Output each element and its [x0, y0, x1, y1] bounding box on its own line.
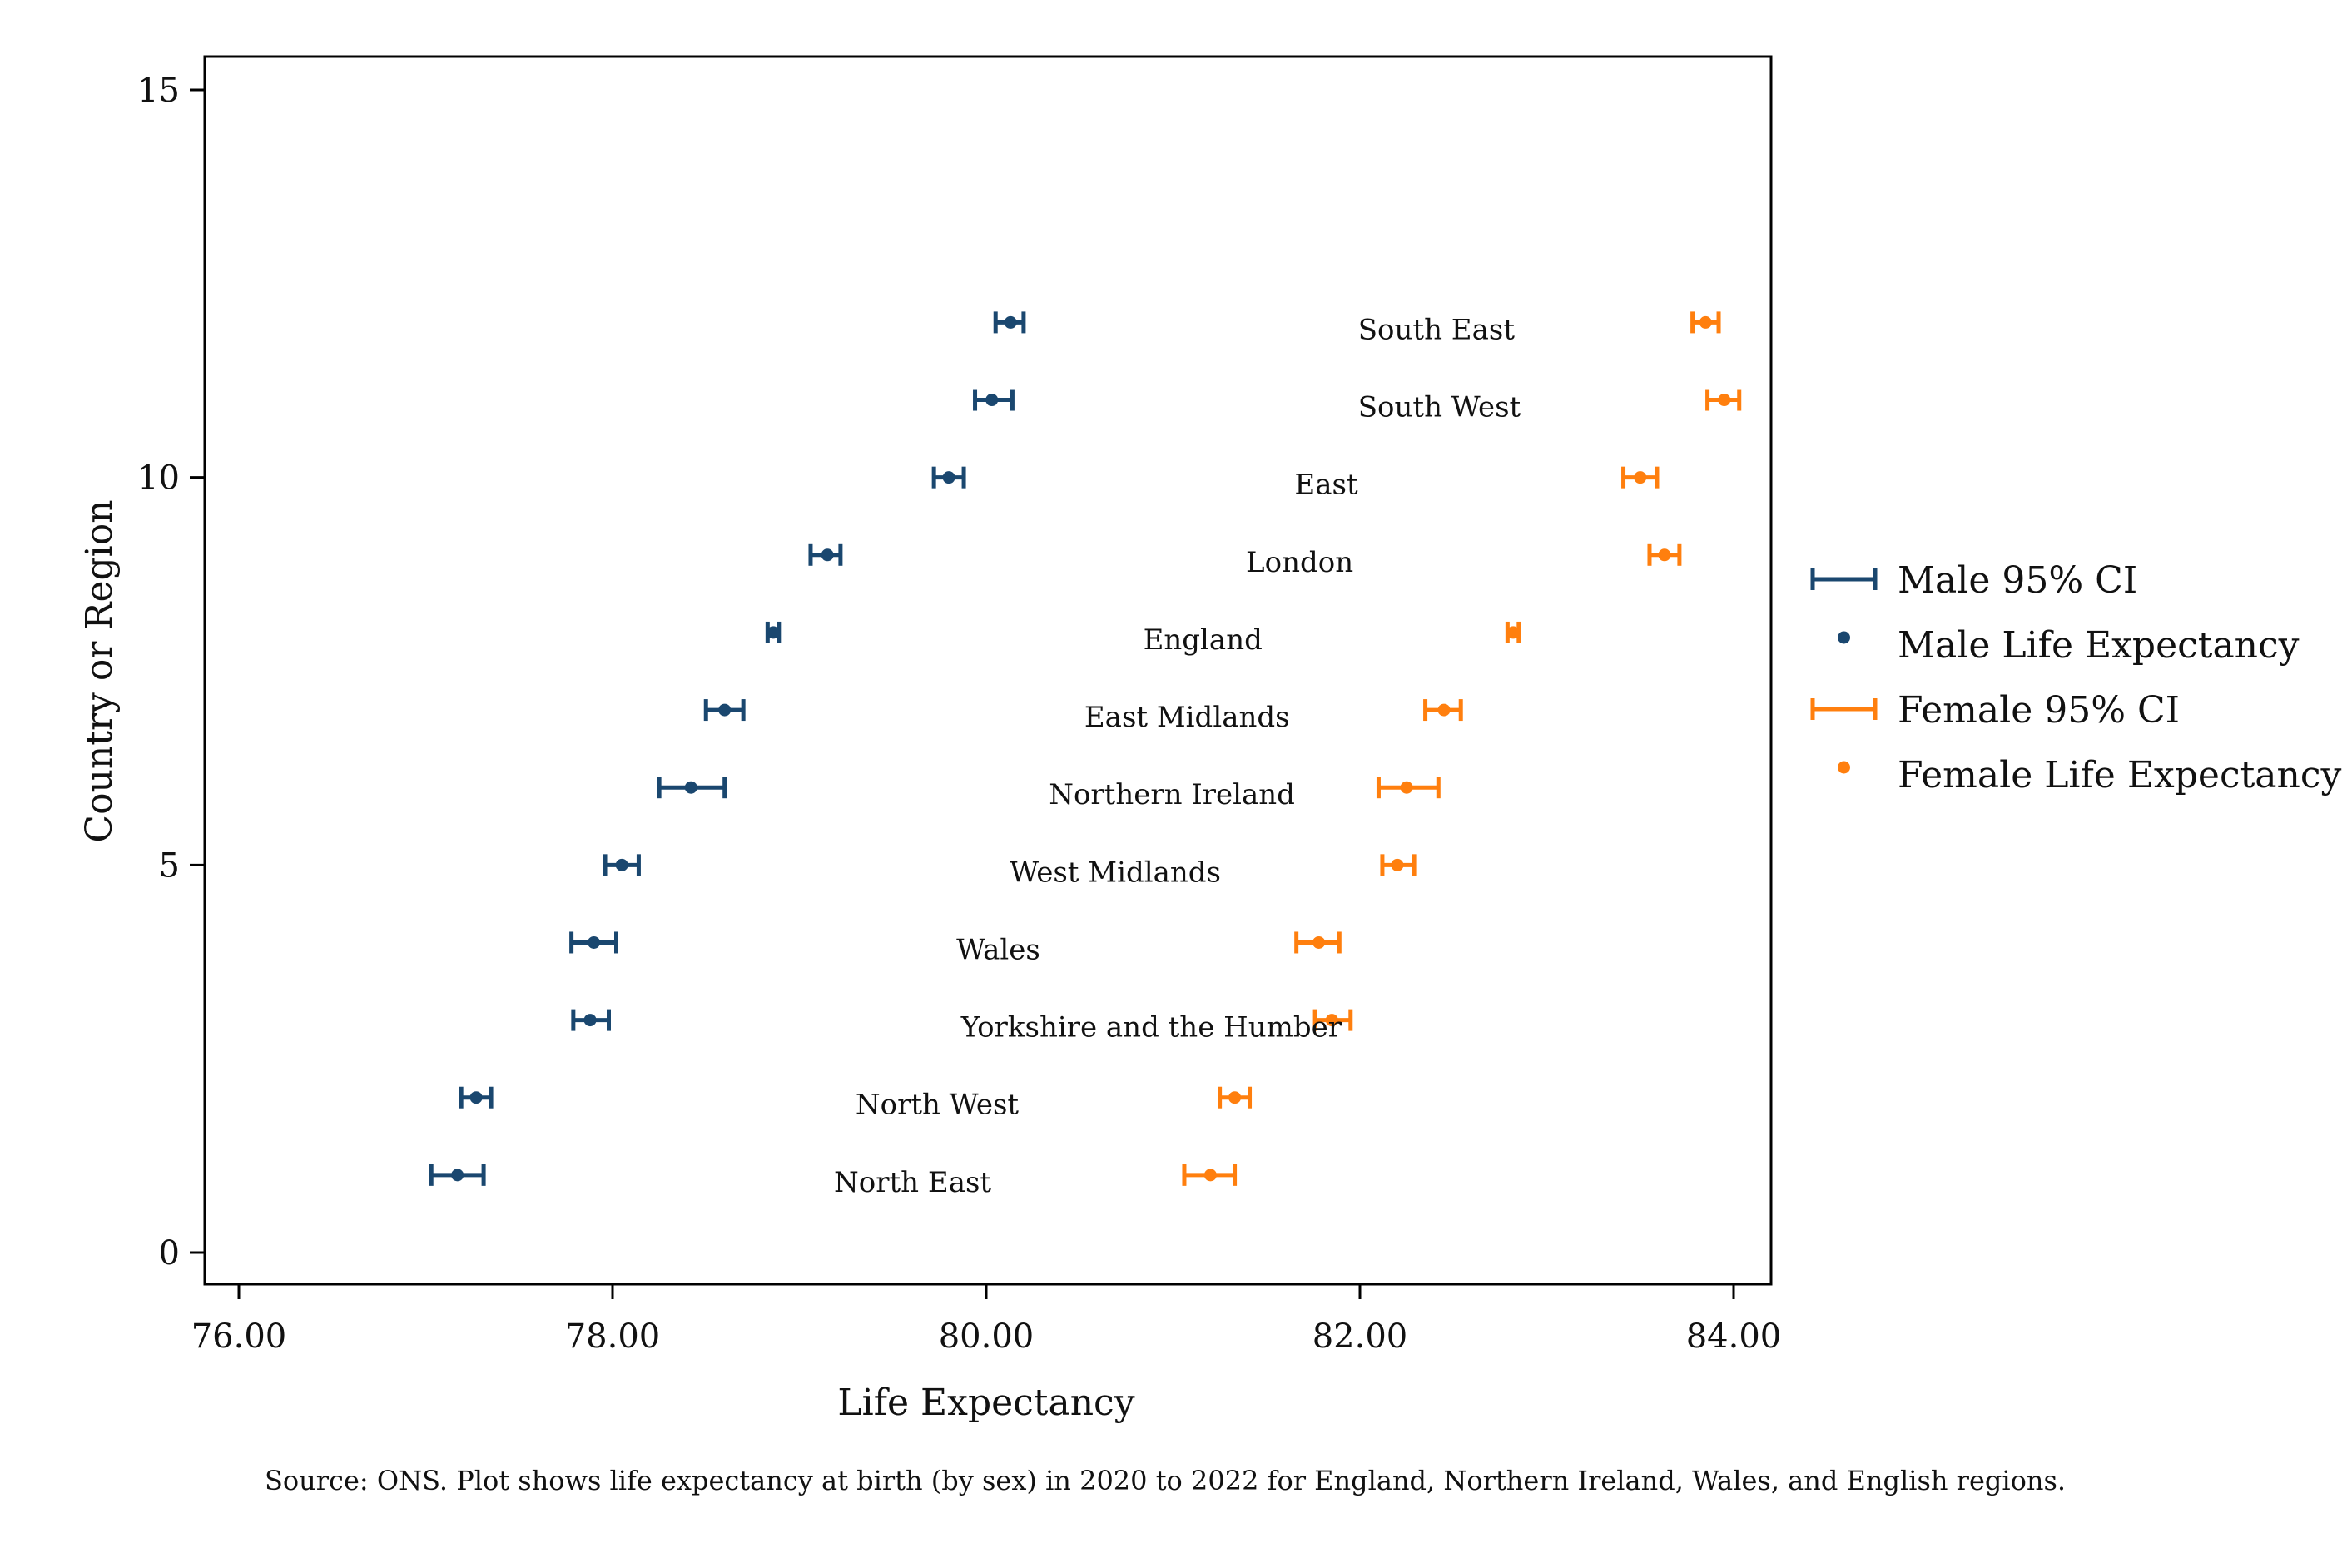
female-point [1312, 935, 1326, 949]
x-tick-label: 78.00 [565, 1317, 661, 1356]
female-point [1718, 394, 1731, 407]
legend-dot-key [1838, 631, 1850, 644]
x-tick-label: 82.00 [1312, 1317, 1408, 1356]
legend-label: Female Life Expectancy [1898, 754, 2341, 796]
region-label: England [1144, 623, 1263, 657]
male-point [821, 548, 834, 562]
y-tick-label: 0 [159, 1234, 180, 1273]
legend-label: Female 95% CI [1898, 689, 2180, 732]
region-label: Yorkshire and the Humber [960, 1011, 1342, 1045]
region-labels: South East South West East London England Eas… [834, 313, 1521, 1198]
region-label: East [1294, 469, 1358, 502]
x-tick-label: 84.00 [1686, 1317, 1782, 1356]
region-label: London [1246, 546, 1353, 579]
female-point [1699, 315, 1712, 329]
region-label: North East [834, 1166, 991, 1199]
female-point [1634, 471, 1647, 484]
y-tick-label: 5 [159, 846, 180, 885]
female-point [1437, 703, 1451, 717]
female-point [1658, 548, 1671, 562]
male-point [684, 781, 697, 794]
legend: Male 95% CI Male Life Expectancy Female 95… [1810, 559, 2341, 796]
x-tick-label: 76.00 [191, 1317, 287, 1356]
region-label: East Midlands [1084, 701, 1290, 734]
region-label: Northern Ireland [1049, 778, 1295, 811]
region-label: North West [856, 1089, 1020, 1122]
axes: 76.00 78.00 80.00 82.00 84.00 0 5 10 15 [137, 72, 1781, 1356]
x-tick-label: 80.00 [939, 1317, 1035, 1356]
x-axis-title: Life Expectancy [837, 1382, 1134, 1424]
male-point [588, 935, 601, 949]
female-point [1391, 858, 1404, 871]
legend-label: Male 95% CI [1898, 559, 2137, 602]
male-point [583, 1014, 597, 1027]
male-point [451, 1169, 464, 1182]
female-point [1506, 626, 1520, 639]
region-label: South West [1358, 391, 1521, 424]
region-label: West Midlands [1010, 856, 1221, 889]
region-label: Wales [956, 933, 1040, 966]
y-axis-title: Country or Region [78, 499, 121, 842]
male-point [615, 858, 628, 871]
male-point [942, 471, 955, 484]
female-point [1325, 1014, 1338, 1027]
male-point [469, 1091, 483, 1104]
female-point [1400, 781, 1413, 794]
legend-label: Male Life Expectancy [1898, 624, 2300, 667]
y-tick-label: 10 [137, 459, 180, 498]
male-point [1004, 315, 1017, 329]
legend-dot-key [1838, 761, 1850, 774]
male-point [718, 703, 732, 717]
male-point [767, 626, 780, 639]
female-point [1203, 1169, 1217, 1182]
region-label: South East [1358, 313, 1516, 346]
source-note: Source: ONS. Plot shows life expectancy … [265, 1465, 2066, 1496]
male-point [985, 394, 999, 407]
female-point [1228, 1091, 1242, 1104]
y-tick-label: 15 [137, 72, 180, 110]
chart-marks [429, 311, 1742, 1186]
